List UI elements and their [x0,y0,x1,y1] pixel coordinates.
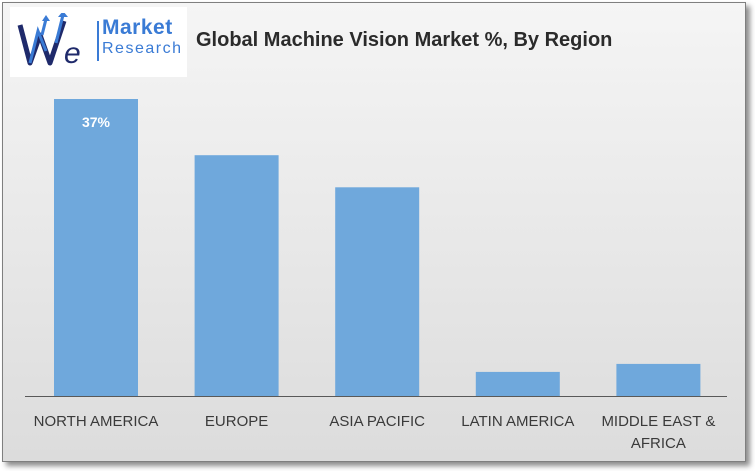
x-tick-label: LATIN AMERICA [461,413,574,430]
bar-europe [194,155,279,396]
bar-chart: 37% NORTH AMERICA EUROPE ASIA PACIFIC LATIN … [25,99,727,452]
x-tick-label: AFRICA [631,435,686,452]
svg-text:e: e [64,37,81,70]
chart-frame: e Market Research Global Machine Vision … [2,2,746,462]
bar-asia-pacific [335,187,420,396]
logo-monogram-icon: e [17,13,81,70]
logo-line-2: Research [102,40,183,57]
company-logo: e Market Research [10,7,187,77]
logo-divider [97,21,99,61]
logo-text: Market Research [102,17,184,57]
bar-middle-east-africa [616,363,701,396]
bar-north-america [54,99,138,396]
chart-title: Global Machine Vision Market %, By Regio… [196,29,613,51]
x-tick-label: MIDDLE EAST & [601,413,715,430]
logo-line-1: Market [102,16,173,39]
x-tick-label: ASIA PACIFIC [329,413,425,430]
bar-latin-america [475,371,560,396]
data-label: 37% [82,114,111,130]
x-tick-label: EUROPE [205,413,268,430]
x-tick-label: NORTH AMERICA [34,413,159,430]
